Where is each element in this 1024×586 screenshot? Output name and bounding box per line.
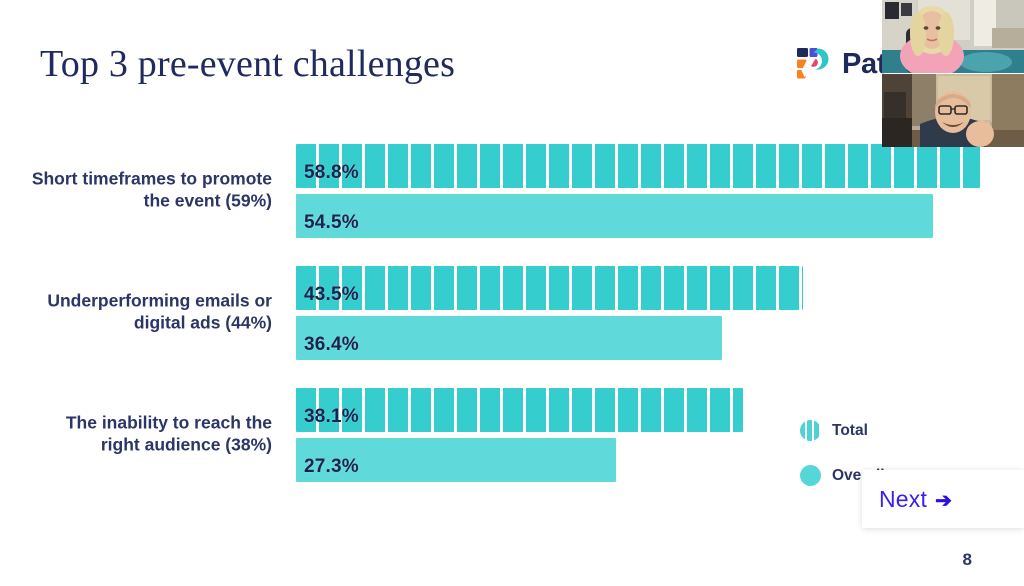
next-button-card[interactable]: Next ➔ [862,470,1024,528]
arrow-right-icon: ➔ [935,489,952,512]
slide-page-number: 8 [962,550,972,569]
bar-value-label: 54.5% [304,212,359,233]
solid-circle-icon [800,465,821,486]
legend-label: Total [832,421,868,439]
brand-logo: Path [792,44,904,84]
bar-value-label: 38.1% [304,406,359,427]
presenter-video-bottom-frame [882,74,1024,147]
pathfactory-p-logo-icon [797,48,829,79]
chart-category-group: Short timeframes to promote the event (5… [0,140,1024,240]
bar-value-label: 58.8% [304,162,359,183]
bar-value-label: 27.3% [304,456,359,477]
bar-overall: 54.5% [296,194,933,238]
legend-item-total: Total [800,420,885,441]
striped-circle-icon [800,420,821,441]
next-button-label: Next [879,485,928,512]
presenter-video-bottom[interactable] [882,74,1024,147]
presenter-video-top[interactable] [882,0,1024,73]
page-title: Top 3 pre-event challenges [40,43,456,85]
chart-category-group: Underperforming emails or digital ads (4… [0,262,1024,362]
webcam-panel[interactable] [882,0,1024,147]
chart-category-group: The inability to reach the right audienc… [0,384,1024,484]
bar-overall: 27.3% [296,438,616,482]
next-button[interactable]: Next ➔ [879,486,952,513]
bar-value-label: 43.5% [304,284,359,305]
bar-total: 58.8% [296,144,980,188]
category-label: Short timeframes to promote the event (5… [31,168,272,211]
presenter-video-top-frame [882,0,1024,73]
bar-overall: 36.4% [296,316,722,360]
bar-chart: Short timeframes to promote the event (5… [0,140,1024,500]
category-label: The inability to reach the right audienc… [65,412,272,455]
bar-value-label: 36.4% [304,334,359,355]
bar-total: 43.5% [296,266,803,310]
bar-total: 38.1% [296,388,743,432]
category-label: Underperforming emails or digital ads (4… [47,290,272,333]
